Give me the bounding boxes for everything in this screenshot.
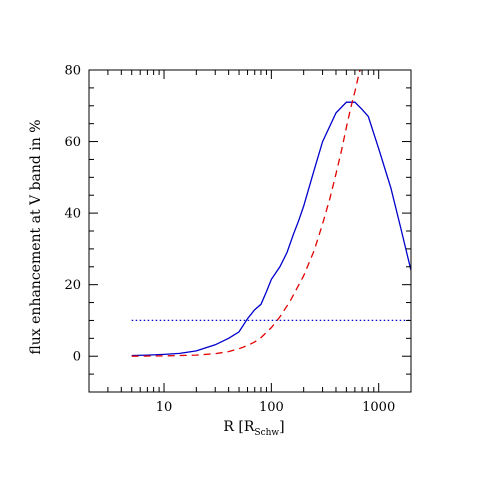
y-tick-label: 0 [73, 350, 81, 365]
y-axis-label: flux enhancement at V band in % [28, 119, 44, 354]
x-axis-label-sub: Schw [254, 428, 279, 438]
x-axis-label-close: ] [279, 419, 284, 435]
x-tick-label: 10 [156, 400, 173, 415]
series-line-solid [131, 101, 411, 357]
series-line-dashed [131, 70, 361, 357]
x-axis-label: R [RSchw] [223, 419, 284, 438]
x-tick-label: 100 [259, 400, 284, 415]
y-tick-label: 60 [64, 135, 81, 150]
tick-layer [88, 69, 412, 393]
y-tick-label: 80 [64, 64, 81, 79]
data-layer [131, 70, 411, 357]
y-tick-label: 40 [64, 207, 81, 222]
y-tick-label: 20 [64, 278, 81, 293]
x-axis-label-main: R [R [223, 419, 254, 435]
x-tick-label: 1000 [362, 400, 395, 415]
plot-frame [88, 69, 412, 393]
